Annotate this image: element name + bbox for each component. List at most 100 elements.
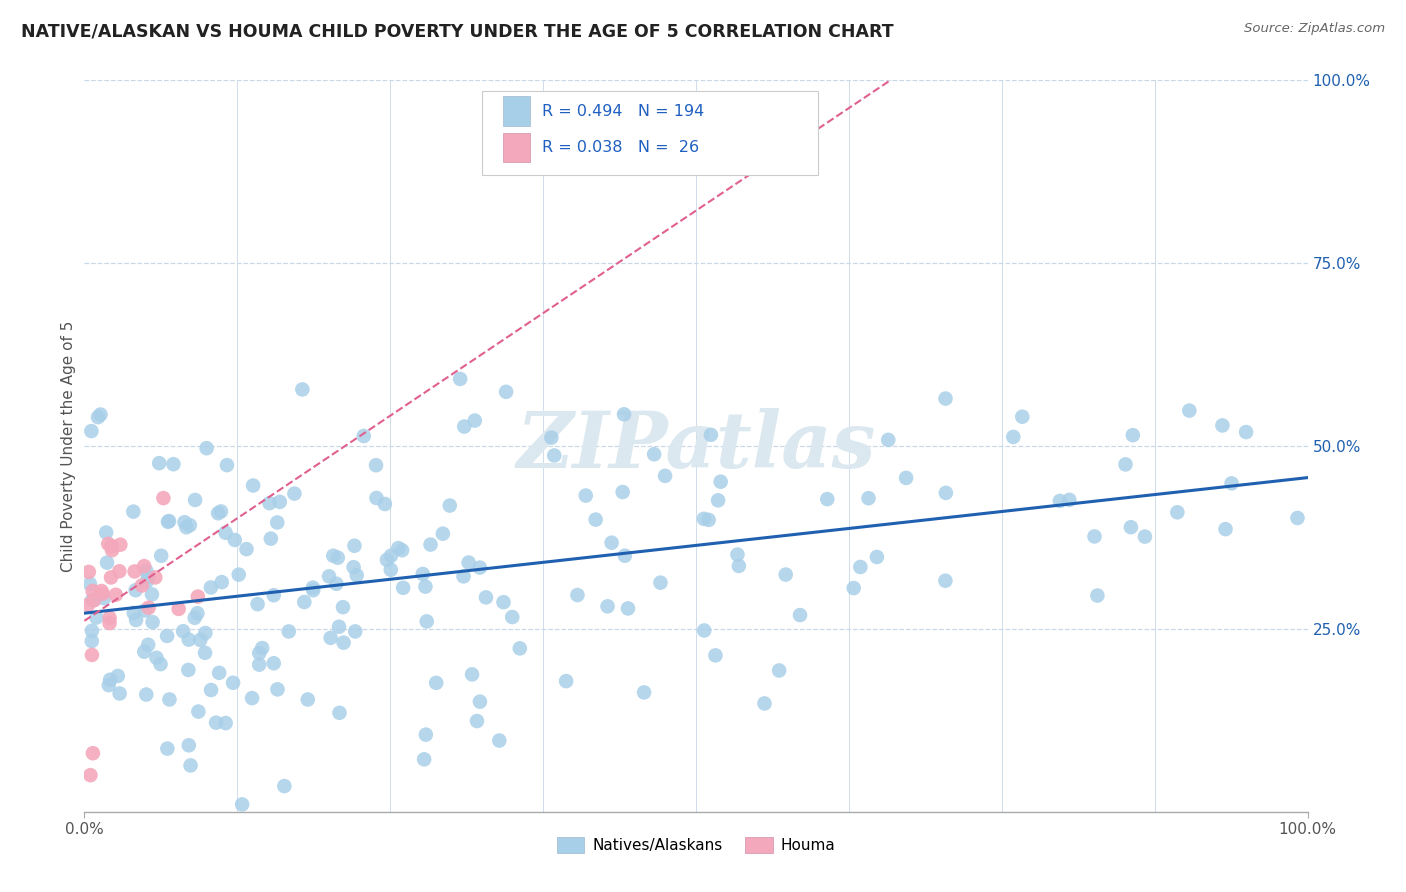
Point: [693, 512, 716, 526]
Point: [934, 574, 956, 588]
Point: [380, 549, 402, 563]
FancyBboxPatch shape: [503, 96, 530, 126]
Point: [263, 657, 285, 671]
Point: [108, 686, 131, 700]
Point: [172, 624, 194, 639]
Point: [83, 592, 105, 607]
Point: [110, 538, 132, 552]
Point: [138, 600, 160, 615]
Point: [77, 598, 100, 612]
Point: [326, 550, 349, 565]
Text: R = 0.494   N = 194: R = 0.494 N = 194: [541, 103, 704, 119]
Point: [266, 516, 288, 530]
Point: [183, 611, 205, 625]
Point: [1178, 403, 1201, 417]
Point: [302, 583, 325, 598]
Point: [392, 581, 415, 595]
Point: [187, 590, 209, 604]
Point: [374, 497, 396, 511]
Point: [412, 566, 434, 581]
Point: [176, 520, 198, 534]
Point: [247, 646, 270, 660]
Point: [98, 616, 121, 631]
Point: [80, 648, 103, 662]
Point: [1234, 425, 1257, 439]
Point: [366, 491, 388, 505]
Point: [214, 525, 236, 540]
Point: [104, 588, 127, 602]
Point: [1119, 520, 1142, 534]
Point: [693, 624, 716, 638]
Point: [184, 493, 207, 508]
Point: [877, 433, 900, 447]
Point: [162, 457, 184, 471]
Point: [413, 752, 436, 766]
Point: [768, 664, 790, 678]
Text: NATIVE/ALASKAN VS HOUMA CHILD POVERTY UNDER THE AGE OF 5 CORRELATION CHART: NATIVE/ALASKAN VS HOUMA CHILD POVERTY UN…: [21, 22, 894, 40]
Point: [325, 576, 347, 591]
Point: [156, 741, 179, 756]
Point: [156, 629, 179, 643]
Point: [725, 548, 748, 562]
Point: [231, 797, 253, 812]
Point: [375, 553, 398, 567]
Point: [567, 588, 589, 602]
Point: [318, 569, 340, 583]
Point: [1211, 418, 1233, 433]
Point: [488, 733, 510, 747]
Point: [415, 728, 437, 742]
Point: [815, 492, 838, 507]
Point: [297, 692, 319, 706]
Point: [475, 591, 498, 605]
Point: [141, 587, 163, 601]
Point: [135, 688, 157, 702]
Point: [77, 565, 100, 579]
Point: [700, 427, 723, 442]
Point: [177, 632, 200, 647]
Point: [101, 543, 124, 558]
Point: [322, 549, 344, 563]
Point: [136, 638, 159, 652]
Point: [80, 624, 103, 638]
Point: [353, 429, 375, 443]
Point: [710, 475, 733, 489]
Point: [789, 608, 811, 623]
Point: [849, 560, 872, 574]
Point: [704, 648, 727, 663]
Point: [167, 602, 190, 616]
Point: [134, 559, 156, 574]
Point: [319, 631, 342, 645]
Point: [439, 499, 461, 513]
Point: [269, 495, 291, 509]
Point: [224, 533, 246, 547]
Point: [177, 663, 200, 677]
Point: [82, 746, 104, 760]
Point: [707, 493, 730, 508]
Point: [495, 384, 517, 399]
Point: [468, 560, 491, 574]
Point: [344, 624, 367, 639]
Point: [1215, 522, 1237, 536]
Point: [364, 458, 387, 473]
Point: [453, 569, 475, 583]
Point: [858, 491, 880, 506]
Point: [464, 413, 486, 427]
Point: [145, 650, 167, 665]
Point: [152, 491, 174, 505]
Point: [148, 456, 170, 470]
Point: [211, 575, 233, 590]
Point: [173, 515, 195, 529]
Point: [134, 645, 156, 659]
Point: [194, 626, 217, 640]
Point: [328, 706, 350, 720]
Point: [273, 779, 295, 793]
Point: [1166, 505, 1188, 519]
Point: [1083, 529, 1105, 543]
Point: [79, 768, 101, 782]
Point: [135, 574, 157, 589]
Point: [612, 485, 634, 500]
Point: [575, 489, 598, 503]
Point: [124, 583, 146, 598]
Point: [136, 570, 159, 584]
Point: [195, 441, 218, 455]
